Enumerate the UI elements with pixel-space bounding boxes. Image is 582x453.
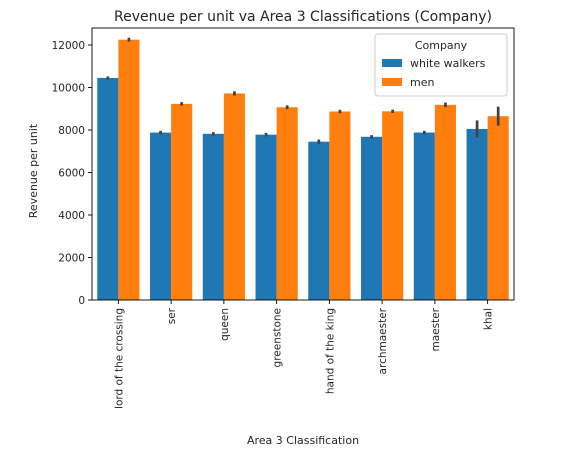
bar-white-walkers-0 [97, 77, 119, 300]
y-tick-label: 4000 [58, 210, 85, 222]
bar-white-walkers-2 [202, 133, 224, 300]
bar-men-0 [118, 39, 140, 300]
plot-frame [91, 27, 515, 301]
legend-swatch-men [382, 78, 402, 86]
x-tick-label: khal [483, 308, 495, 330]
legend-frame [374, 33, 508, 97]
x-axis-label: Area 3 Classification [247, 434, 359, 447]
bar-men-1 [171, 103, 193, 300]
bar-white-walkers-6 [413, 132, 435, 300]
legend-label-men: men [410, 76, 434, 89]
bar-white-walkers-1 [150, 132, 172, 300]
x-tick-label: queen [219, 308, 231, 341]
x-tick-label: greenstone [272, 308, 284, 367]
bar-white-walkers-4 [308, 141, 330, 300]
legend-title: Company [415, 39, 468, 52]
legend-swatch-white-walkers [382, 59, 402, 67]
bar-men-6 [434, 104, 456, 300]
plot-area [91, 27, 515, 301]
y-tick-label: 6000 [58, 168, 85, 180]
bar-white-walkers-5 [361, 136, 383, 300]
x-tick-label: hand of the king [324, 308, 336, 394]
x-tick-label: ser [166, 307, 178, 324]
legend-label-white-walkers: white walkers [410, 57, 486, 70]
bar-white-walkers-7 [466, 128, 488, 300]
bar-men-4 [329, 111, 351, 300]
x-tick-label: archmaester [377, 307, 389, 374]
x-tick-label: lord of the crossing [113, 308, 125, 409]
y-tick-label: 8000 [58, 125, 85, 137]
bar-white-walkers-3 [255, 134, 277, 300]
y-tick-label: 0 [78, 295, 85, 307]
x-axis: lord of the crossing ser queen greenstone ha… [113, 300, 495, 409]
bar-men-5 [382, 111, 404, 300]
chart-title: Revenue per unit va Area 3 Classificatio… [114, 9, 492, 25]
y-tick-label: 2000 [58, 253, 85, 265]
y-tick-label: 10000 [52, 83, 85, 95]
bar-men-7 [487, 116, 509, 300]
bar-men-3 [276, 107, 298, 300]
legend: Company white walkers men [374, 33, 508, 97]
y-axis: 0 2000 4000 6000 8000 10000 12000 [52, 40, 92, 307]
x-tick-label: maester [430, 307, 442, 351]
y-axis-label: Revenue per unit [27, 123, 40, 218]
y-tick-label: 12000 [52, 40, 85, 52]
bar-men-2 [223, 93, 245, 300]
